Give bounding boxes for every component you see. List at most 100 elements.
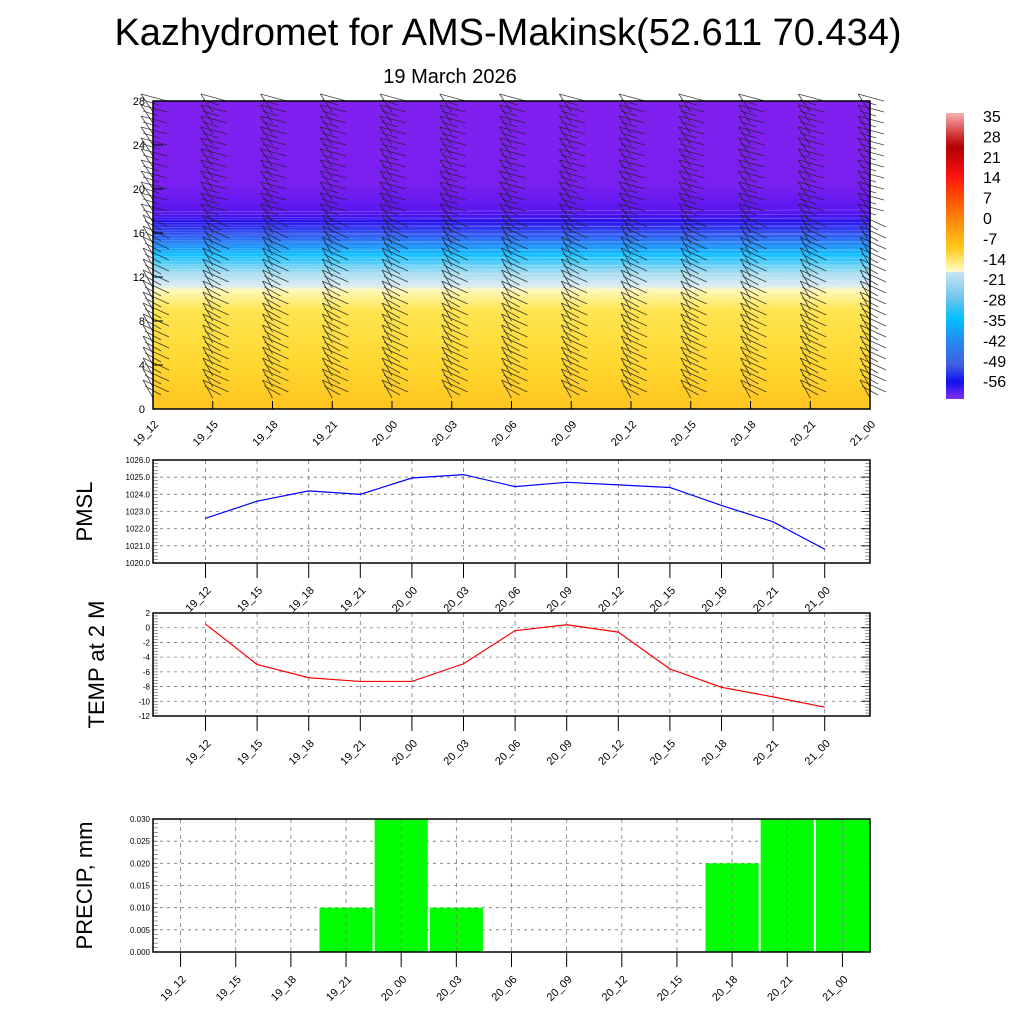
wind-barb (441, 214, 468, 234)
wind-barb (680, 357, 707, 377)
wind-barb (620, 357, 648, 377)
wind-barb (200, 203, 227, 223)
wind-barb (319, 192, 347, 212)
wind-barb (262, 280, 289, 300)
wind-barb (560, 214, 588, 234)
y-tick-label: 0.030 (130, 815, 151, 824)
wind-barb (857, 170, 885, 190)
wind-barb (620, 368, 648, 388)
wind-barb (321, 291, 349, 311)
wind-barb (321, 269, 349, 289)
wind-barb (680, 346, 707, 366)
x-tick-label: 20_12 (600, 974, 630, 1004)
wind-barb (558, 181, 586, 201)
wind-barb (439, 148, 466, 168)
wind-barb (441, 258, 468, 278)
wind-barb (558, 192, 586, 212)
wind-barb (501, 368, 528, 388)
wind-barb (740, 357, 767, 377)
wind-barb (620, 269, 648, 289)
x-tick-label: 20_09 (545, 585, 575, 615)
wind-barb (560, 225, 588, 245)
wind-barb (262, 225, 289, 245)
wind-barb (441, 313, 468, 333)
plot-frame (152, 612, 871, 717)
x-tick-label: 19_12 (184, 585, 214, 615)
wind-barb (200, 192, 227, 212)
x-tick-label: 21_00 (803, 585, 833, 615)
wind-barb (441, 368, 468, 388)
wind-barb (441, 236, 468, 256)
wind-barb (558, 104, 586, 124)
y-tick-label: 0 (146, 624, 151, 633)
x-tick-label: 19_18 (287, 585, 317, 615)
wind-barb (799, 368, 827, 388)
wind-barb (558, 126, 586, 146)
x-tick-label: 20_15 (655, 974, 685, 1004)
wind-barb (740, 324, 767, 344)
y-tick-label: -8 (143, 683, 151, 692)
wind-barb (379, 148, 407, 168)
wind-barb (797, 148, 825, 168)
wind-barb (200, 126, 227, 146)
y-tick-label: -6 (143, 668, 151, 677)
wind-barb (680, 214, 707, 234)
y-tick-label: -10 (138, 697, 150, 706)
y-tick-label: 0.015 (130, 882, 151, 891)
wind-barb (381, 324, 409, 344)
x-tick-label: 19_21 (338, 585, 368, 615)
wind-barb (740, 313, 767, 333)
wind-barb (501, 258, 528, 278)
wind-barb (379, 181, 407, 201)
wind-barb (260, 137, 287, 157)
wind-barb (501, 236, 528, 256)
wind-barb (499, 159, 526, 179)
y-tick-label: 0.000 (130, 948, 151, 957)
wind-barb (202, 280, 229, 300)
wind-barb (857, 203, 885, 223)
x-tick-label: 20_18 (710, 974, 740, 1004)
wind-barb (441, 346, 468, 366)
wind-barb (678, 148, 705, 168)
x-tick-label: 21_00 (803, 738, 833, 768)
wind-barb (262, 379, 289, 399)
wind-barb (321, 302, 349, 322)
wind-barb (262, 324, 289, 344)
wind-barb (558, 170, 586, 190)
wind-barb (319, 104, 347, 124)
wind-barb (319, 170, 347, 190)
plot-frame (152, 818, 871, 953)
wind-barb (379, 192, 407, 212)
wind-barb (678, 192, 705, 212)
wind-barb (202, 225, 229, 245)
wind-barb (560, 357, 588, 377)
wind-barb (799, 214, 827, 234)
precip-bar (319, 907, 373, 952)
wind-barb (620, 236, 648, 256)
wind-barb (260, 126, 287, 146)
wind-barb (321, 335, 349, 355)
colorbar-label: 35 (983, 109, 1001, 126)
wind-barb (857, 115, 885, 135)
wind-barb (560, 291, 588, 311)
wind-barb (381, 346, 409, 366)
wind-barb (797, 126, 825, 146)
wind-barb (740, 346, 767, 366)
wind-barb (499, 115, 526, 135)
wind-barb (618, 115, 646, 135)
x-tick-label: 19_15 (235, 738, 265, 768)
wind-barb (202, 313, 229, 333)
wind-barb (799, 313, 827, 333)
wind-barb (680, 236, 707, 256)
wind-barb (262, 368, 289, 388)
wind-barb (799, 324, 827, 344)
wind-barb (558, 203, 586, 223)
wind-barb (381, 302, 409, 322)
x-tick-label: 20_12 (596, 738, 626, 768)
wind-barb (501, 280, 528, 300)
wind-barb (501, 335, 528, 355)
wind-barb (379, 104, 407, 124)
wind-barb (678, 203, 705, 223)
wind-barb (439, 137, 466, 157)
chart-title: Kazhydromet for AMS-Makinsk(52.611 70.43… (114, 12, 902, 54)
